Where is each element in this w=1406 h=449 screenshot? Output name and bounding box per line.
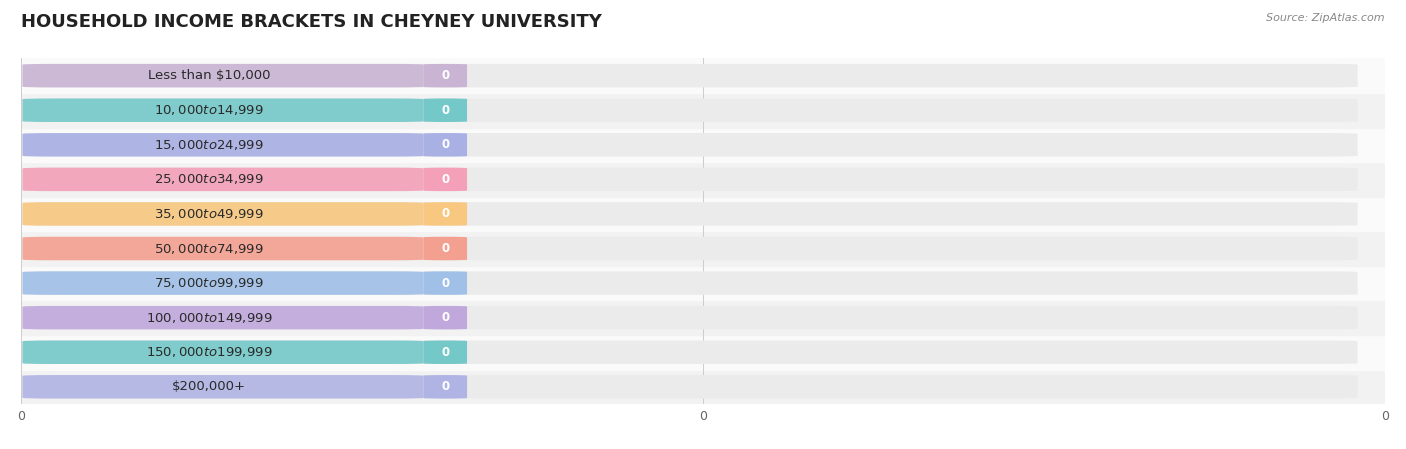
FancyBboxPatch shape <box>22 237 423 260</box>
Bar <box>21 266 1385 300</box>
Text: 0: 0 <box>441 173 450 186</box>
FancyBboxPatch shape <box>22 167 423 191</box>
FancyBboxPatch shape <box>423 202 467 226</box>
FancyBboxPatch shape <box>423 340 467 364</box>
FancyBboxPatch shape <box>22 375 1358 399</box>
FancyBboxPatch shape <box>22 271 1358 295</box>
Bar <box>21 128 1385 162</box>
FancyBboxPatch shape <box>22 202 423 226</box>
FancyBboxPatch shape <box>423 133 467 157</box>
Text: $10,000 to $14,999: $10,000 to $14,999 <box>155 103 264 117</box>
FancyBboxPatch shape <box>22 271 423 295</box>
FancyBboxPatch shape <box>22 306 423 330</box>
FancyBboxPatch shape <box>22 64 423 88</box>
Text: 0: 0 <box>441 104 450 117</box>
Text: Source: ZipAtlas.com: Source: ZipAtlas.com <box>1267 13 1385 23</box>
Bar <box>21 370 1385 404</box>
Bar <box>21 93 1385 128</box>
Bar <box>21 231 1385 266</box>
Text: Less than $10,000: Less than $10,000 <box>148 69 270 82</box>
FancyBboxPatch shape <box>22 202 1358 226</box>
Text: $75,000 to $99,999: $75,000 to $99,999 <box>155 276 264 290</box>
FancyBboxPatch shape <box>423 237 467 260</box>
FancyBboxPatch shape <box>22 133 1358 157</box>
Text: $15,000 to $24,999: $15,000 to $24,999 <box>155 138 264 152</box>
FancyBboxPatch shape <box>22 133 423 157</box>
Text: 0: 0 <box>441 346 450 359</box>
FancyBboxPatch shape <box>22 98 423 122</box>
FancyBboxPatch shape <box>22 375 423 399</box>
Text: $50,000 to $74,999: $50,000 to $74,999 <box>155 242 264 255</box>
Text: 0: 0 <box>441 311 450 324</box>
FancyBboxPatch shape <box>22 340 423 364</box>
FancyBboxPatch shape <box>22 306 1358 330</box>
FancyBboxPatch shape <box>22 64 1358 88</box>
Bar <box>21 58 1385 93</box>
FancyBboxPatch shape <box>423 271 467 295</box>
FancyBboxPatch shape <box>423 64 467 88</box>
Text: 0: 0 <box>441 277 450 290</box>
Text: 0: 0 <box>441 69 450 82</box>
FancyBboxPatch shape <box>423 167 467 191</box>
FancyBboxPatch shape <box>22 340 1358 364</box>
Text: $150,000 to $199,999: $150,000 to $199,999 <box>146 345 273 359</box>
Text: $35,000 to $49,999: $35,000 to $49,999 <box>155 207 264 221</box>
FancyBboxPatch shape <box>423 98 467 122</box>
Bar <box>21 162 1385 197</box>
Text: $200,000+: $200,000+ <box>173 380 246 393</box>
FancyBboxPatch shape <box>22 167 1358 191</box>
FancyBboxPatch shape <box>22 98 1358 122</box>
Text: HOUSEHOLD INCOME BRACKETS IN CHEYNEY UNIVERSITY: HOUSEHOLD INCOME BRACKETS IN CHEYNEY UNI… <box>21 13 602 31</box>
Bar <box>21 335 1385 370</box>
FancyBboxPatch shape <box>423 375 467 399</box>
Text: $100,000 to $149,999: $100,000 to $149,999 <box>146 311 273 325</box>
Bar <box>21 197 1385 231</box>
Bar <box>21 300 1385 335</box>
Text: 0: 0 <box>441 242 450 255</box>
FancyBboxPatch shape <box>423 306 467 330</box>
Text: 0: 0 <box>441 138 450 151</box>
Text: 0: 0 <box>441 207 450 220</box>
FancyBboxPatch shape <box>22 237 1358 260</box>
Text: $25,000 to $34,999: $25,000 to $34,999 <box>155 172 264 186</box>
Text: 0: 0 <box>441 380 450 393</box>
